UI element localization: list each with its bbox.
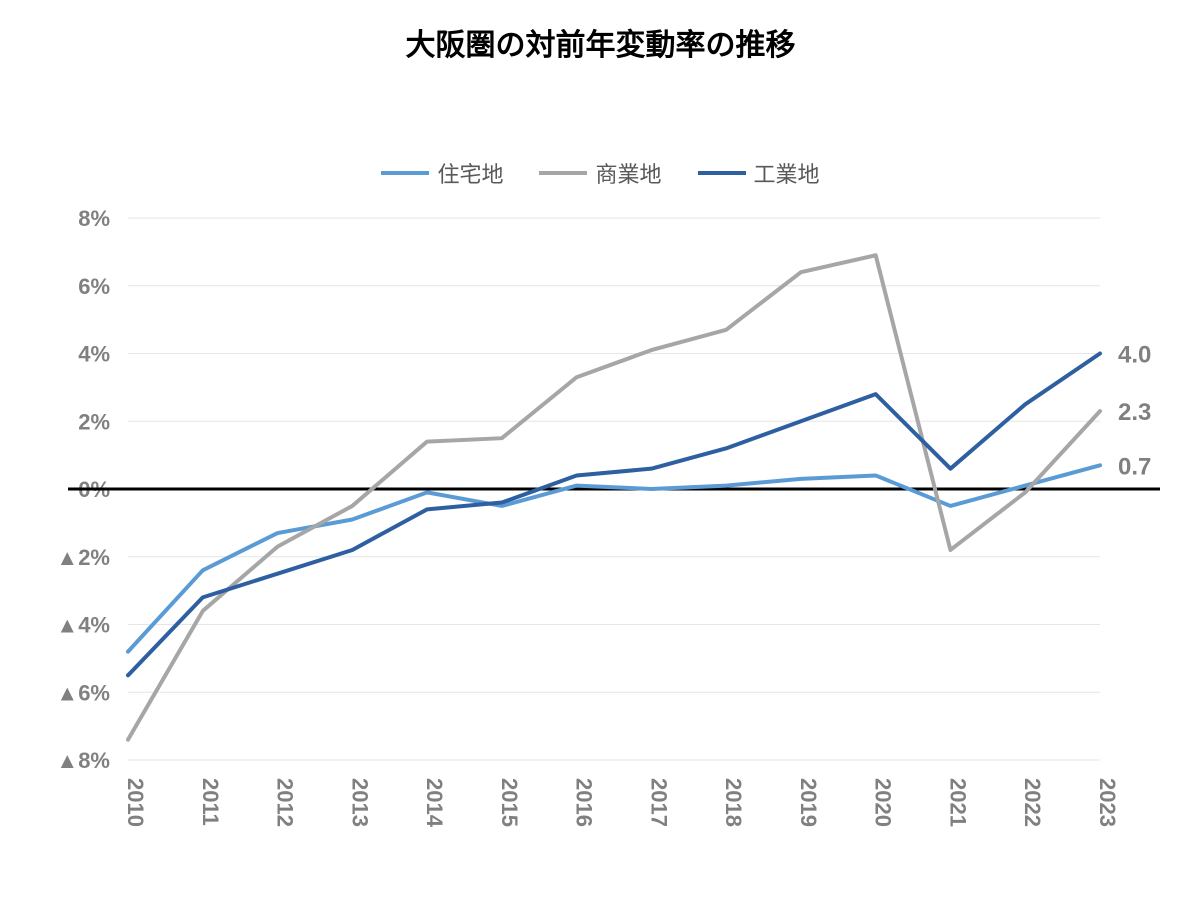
end-value-label: 0.7 [1118,453,1151,480]
series-line [128,465,1100,651]
x-tick-label: 2018 [721,778,746,827]
end-value-label: 2.3 [1118,399,1151,426]
series-line [128,354,1100,676]
y-tick-label: 8% [78,206,110,231]
x-tick-label: 2013 [347,778,372,827]
end-value-label: 4.0 [1118,342,1151,369]
x-tick-label: 2021 [945,778,970,827]
y-tick-label: 2% [78,409,110,434]
series-line [128,255,1100,739]
x-tick-label: 2011 [198,778,223,826]
x-tick-label: 2010 [123,778,148,827]
y-tick-label: 4% [78,342,110,367]
y-tick-label: ▲4% [56,613,110,638]
chart-container: 大阪圏の対前年変動率の推移 住宅地商業地工業地 ▲8%▲6%▲4%▲2%0%2%… [0,0,1201,899]
chart-svg: ▲8%▲6%▲4%▲2%0%2%4%6%8%201020112012201320… [0,0,1201,899]
y-tick-label: 6% [78,274,110,299]
x-tick-label: 2019 [796,778,821,827]
y-tick-label: ▲2% [56,545,110,570]
x-tick-label: 2015 [497,778,522,827]
x-tick-label: 2023 [1095,778,1120,827]
x-tick-label: 2017 [646,778,671,827]
y-tick-label: ▲6% [56,680,110,705]
x-tick-label: 2014 [422,778,447,828]
x-tick-label: 2020 [871,778,896,827]
x-tick-label: 2016 [572,778,597,827]
x-tick-label: 2012 [273,778,298,827]
y-tick-label: ▲8% [56,748,110,773]
x-tick-label: 2022 [1020,778,1045,827]
